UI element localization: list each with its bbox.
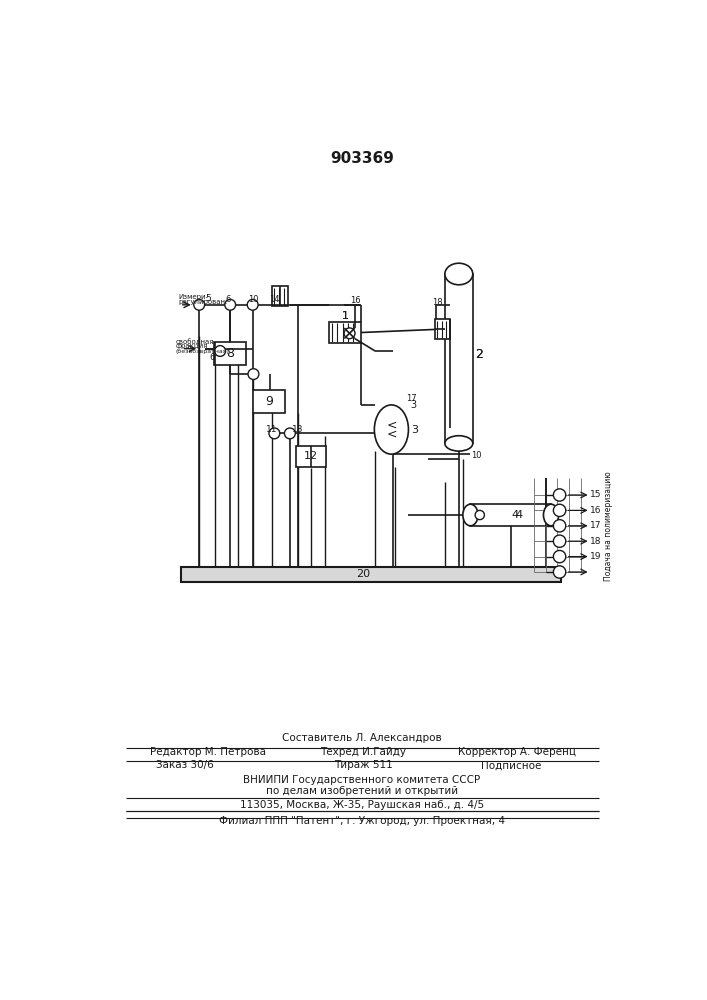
Circle shape bbox=[554, 535, 566, 547]
Text: 10: 10 bbox=[248, 295, 259, 304]
Text: 1: 1 bbox=[341, 311, 349, 321]
Text: 5: 5 bbox=[206, 294, 211, 303]
Circle shape bbox=[215, 346, 226, 356]
Text: 19: 19 bbox=[590, 552, 602, 561]
Circle shape bbox=[247, 299, 258, 310]
Bar bbox=[252, 389, 285, 413]
Text: 11: 11 bbox=[266, 425, 277, 434]
Text: 14: 14 bbox=[269, 295, 280, 304]
Text: 17: 17 bbox=[590, 521, 602, 530]
Circle shape bbox=[248, 369, 259, 379]
Text: ВНИИПИ Государственного комитета СССР: ВНИИПИ Государственного комитета СССР bbox=[243, 775, 481, 785]
Text: <: < bbox=[386, 428, 397, 441]
Text: 17: 17 bbox=[407, 394, 417, 403]
Text: 10: 10 bbox=[471, 451, 481, 460]
Bar bbox=[296, 446, 325, 466]
Circle shape bbox=[554, 489, 566, 501]
Text: 16: 16 bbox=[590, 506, 602, 515]
Bar bbox=[445, 274, 473, 443]
Bar bbox=[435, 319, 450, 339]
Circle shape bbox=[344, 328, 355, 339]
Text: Техред И.Гайду: Техред И.Гайду bbox=[320, 747, 407, 757]
Text: 6: 6 bbox=[210, 353, 215, 362]
Circle shape bbox=[284, 428, 296, 439]
Ellipse shape bbox=[445, 263, 473, 285]
Text: Составитель Л. Александров: Составитель Л. Александров bbox=[282, 733, 442, 743]
Ellipse shape bbox=[374, 405, 409, 454]
Text: регулирован.: регулирован. bbox=[178, 299, 228, 305]
Bar bbox=[214, 342, 247, 365]
Text: 903369: 903369 bbox=[330, 151, 394, 166]
Bar bbox=[329, 322, 361, 343]
Text: 1: 1 bbox=[341, 311, 349, 321]
Ellipse shape bbox=[445, 436, 473, 451]
Text: 4: 4 bbox=[515, 510, 522, 520]
Text: <: < bbox=[386, 418, 397, 431]
Circle shape bbox=[269, 428, 280, 439]
Text: 20: 20 bbox=[356, 569, 370, 579]
Text: 15: 15 bbox=[590, 490, 602, 499]
Circle shape bbox=[475, 510, 484, 520]
Circle shape bbox=[194, 299, 204, 310]
Text: 3: 3 bbox=[411, 425, 418, 435]
Text: 8: 8 bbox=[226, 347, 234, 360]
Text: 18: 18 bbox=[432, 298, 443, 307]
Text: Измери-: Измери- bbox=[178, 294, 209, 300]
Circle shape bbox=[554, 504, 566, 517]
Text: Подача на полимеризацию: Подача на полимеризацию bbox=[604, 471, 613, 581]
Bar bbox=[470, 504, 551, 526]
Circle shape bbox=[554, 550, 566, 563]
Text: Подписное: Подписное bbox=[481, 760, 541, 770]
Text: 113035, Москва, Ж-35, Раушская наб., д. 4/5: 113035, Москва, Ж-35, Раушская наб., д. … bbox=[240, 800, 484, 810]
Text: 12: 12 bbox=[304, 451, 318, 461]
Text: Тираж 511: Тираж 511 bbox=[334, 760, 393, 770]
Text: 2: 2 bbox=[475, 348, 483, 361]
Text: 18: 18 bbox=[590, 537, 602, 546]
Text: 3: 3 bbox=[410, 400, 416, 410]
Text: 2: 2 bbox=[475, 348, 483, 361]
Bar bbox=[182, 567, 561, 582]
Text: фракция: фракция bbox=[176, 343, 209, 349]
Text: по делам изобретений и открытий: по делам изобретений и открытий bbox=[266, 786, 458, 796]
Text: 6: 6 bbox=[226, 295, 230, 304]
Circle shape bbox=[554, 566, 566, 578]
Text: (безвозвратная): (безвозвратная) bbox=[176, 349, 230, 354]
Text: Редактор М. Петрова: Редактор М. Петрова bbox=[151, 747, 267, 757]
Bar bbox=[272, 286, 288, 306]
Text: Филиал ППП "Патент", г. Ужгород, ул. Проектная, 4: Филиал ППП "Патент", г. Ужгород, ул. Про… bbox=[219, 816, 505, 826]
Circle shape bbox=[225, 299, 235, 310]
Text: 16: 16 bbox=[351, 296, 361, 305]
Text: 13: 13 bbox=[292, 425, 303, 434]
Text: Заказ 30/6: Заказ 30/6 bbox=[156, 760, 214, 770]
Circle shape bbox=[554, 520, 566, 532]
Text: свободная: свободная bbox=[176, 338, 214, 345]
Text: Корректор А. Ференц: Корректор А. Ференц bbox=[458, 747, 576, 757]
Text: 9: 9 bbox=[265, 395, 273, 408]
Ellipse shape bbox=[544, 504, 559, 526]
Ellipse shape bbox=[463, 504, 478, 526]
Text: 4: 4 bbox=[511, 510, 518, 520]
